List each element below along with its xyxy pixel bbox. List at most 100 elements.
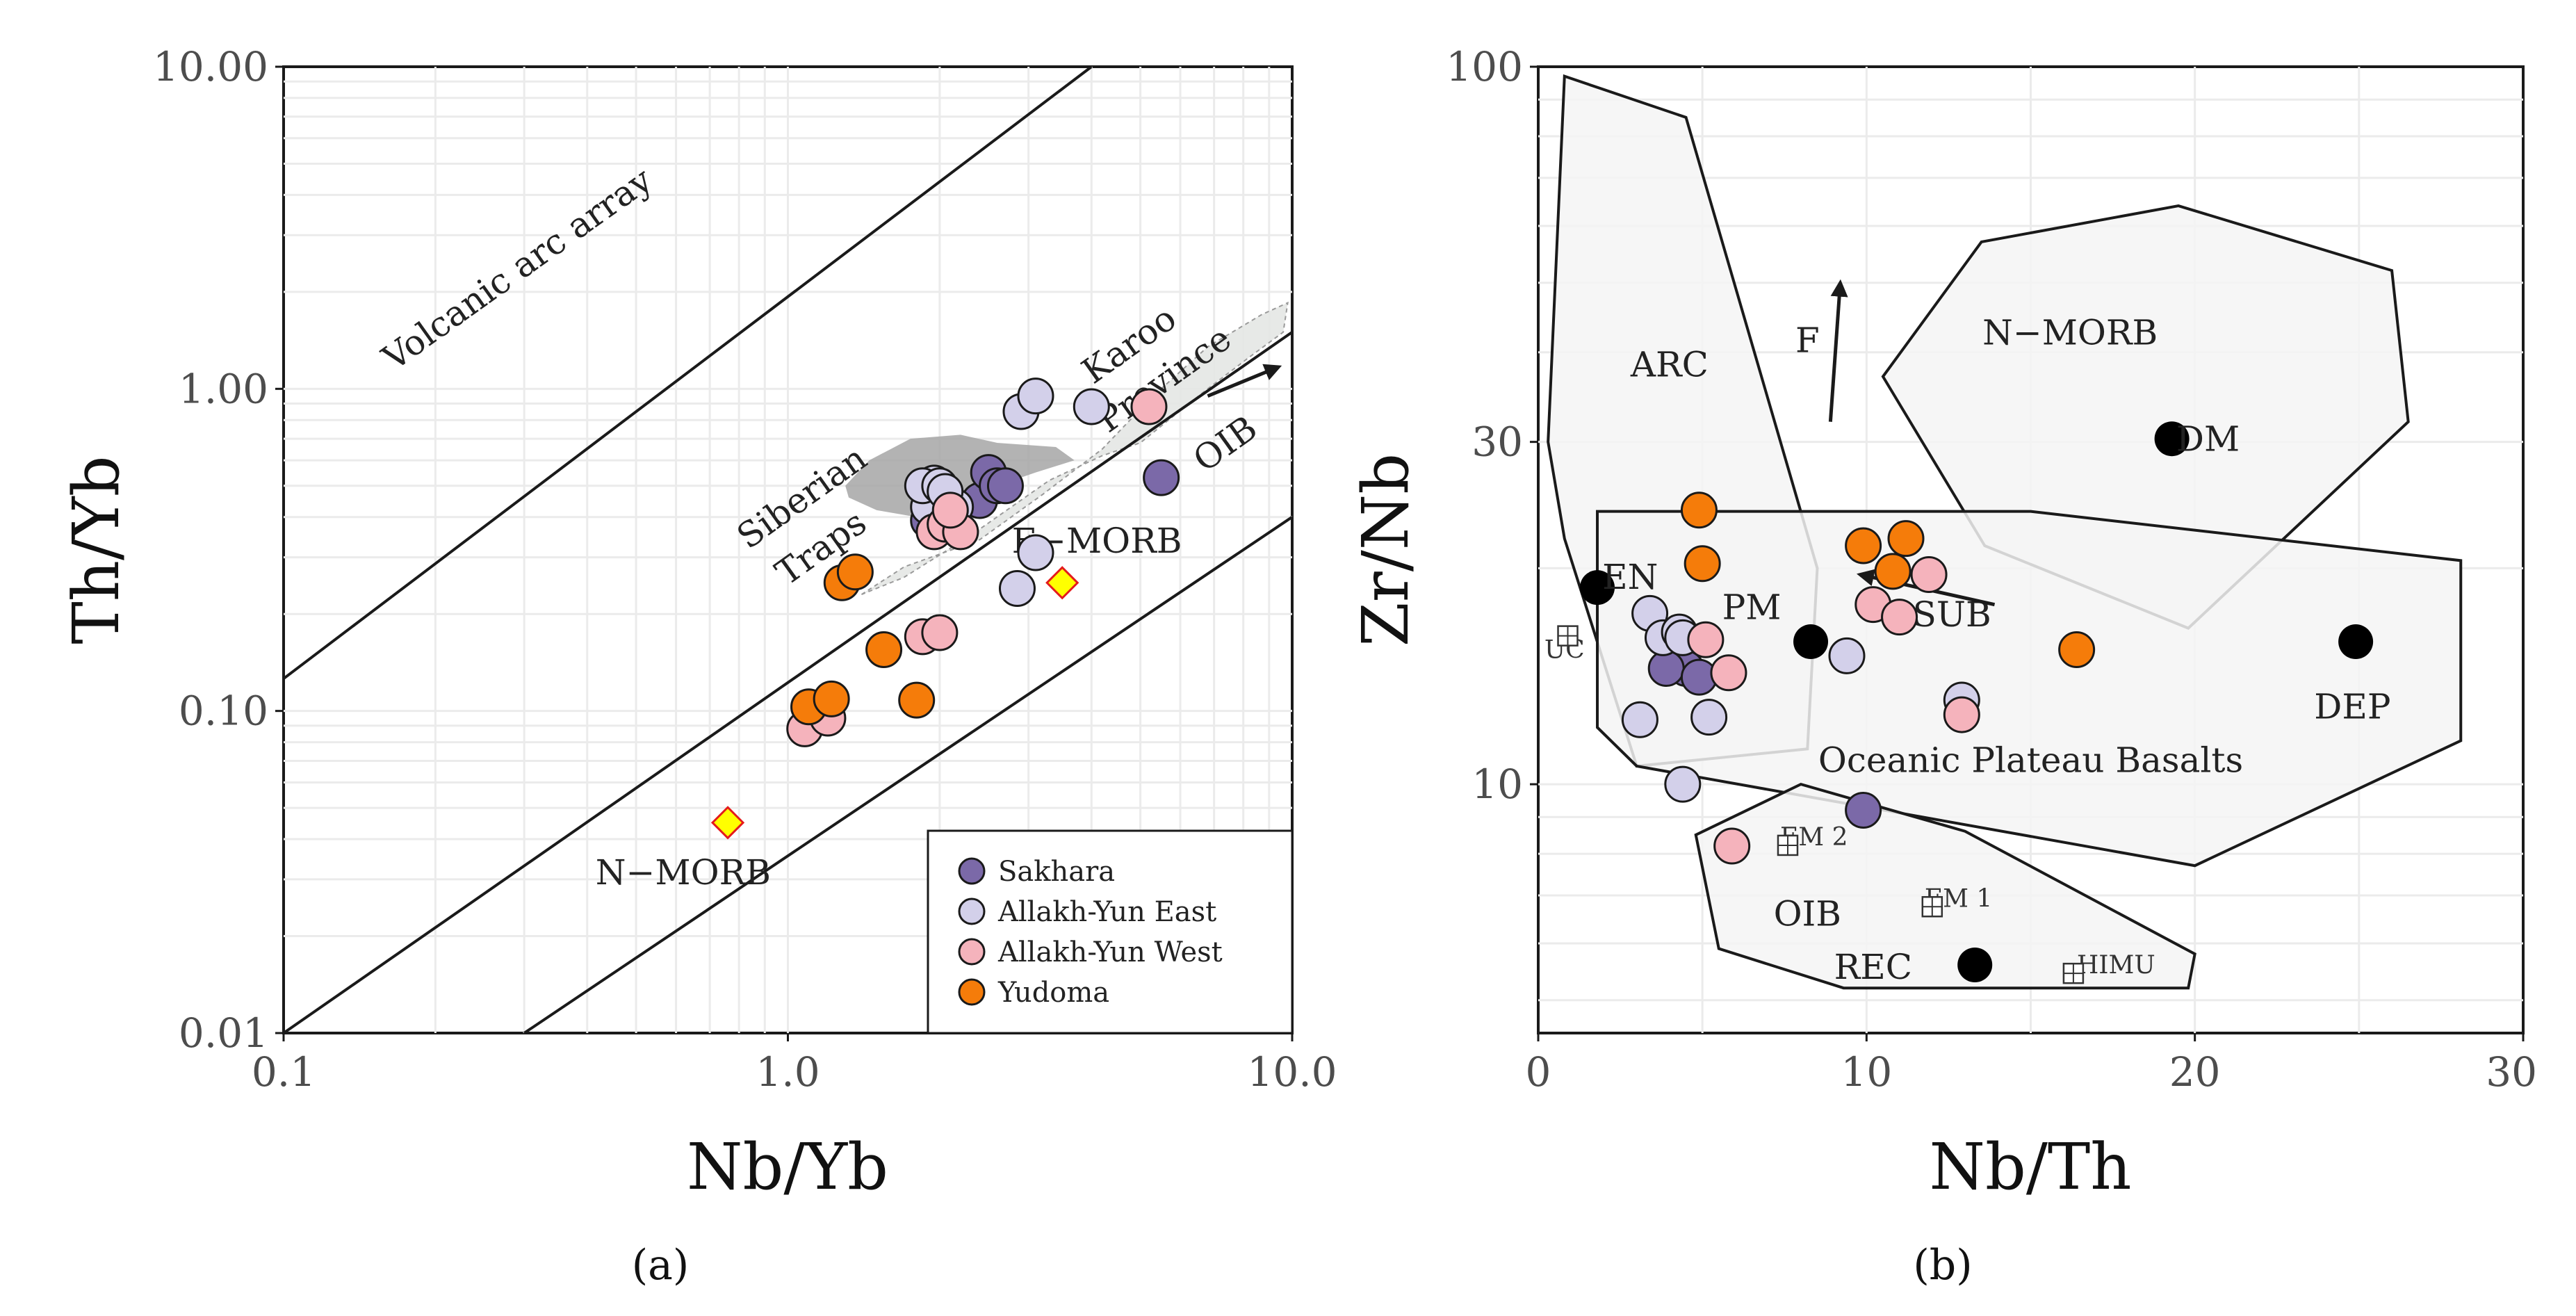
panel-b-caption: (b) (1913, 1241, 1972, 1290)
point-yudoma (1680, 492, 1718, 529)
oib-arrow (1207, 364, 1282, 398)
reference-point-n-morb (710, 806, 745, 840)
legend-label-yudoma: Yudoma (997, 977, 1109, 1009)
point-yudoma (2058, 631, 2096, 669)
annotation-oceanic-plateau-basalts: Oceanic Plateau Basalts (1818, 740, 2243, 781)
panel-b-endmembers: DM EN PM DEP REC (1580, 419, 2391, 987)
point-allakh-yun-west (1910, 555, 1948, 593)
endmember-label-pm: PM (1722, 587, 1782, 628)
point-yudoma (1887, 520, 1925, 558)
legend-box (927, 829, 1294, 1034)
point-sakhara (1845, 791, 1882, 829)
reservoir-em-2 (1777, 834, 1799, 856)
x-tick-label: 10.0 (1247, 1048, 1337, 1096)
panel-b-fields (1547, 74, 2463, 990)
x-tick-label: 30 (2486, 1048, 2537, 1096)
legend-label-allakh-yun-west: Allakh-Yun West (997, 936, 1223, 968)
point-yudoma (865, 631, 903, 668)
annotation-n-morb: N−MORB (1982, 313, 2158, 353)
endmember-label-en: EN (1602, 557, 1658, 597)
legend-swatch-allakh-yun-west (958, 938, 986, 966)
endmember-label-rec: REC (1834, 947, 1912, 987)
x-tick-label: 0.1 (252, 1048, 316, 1096)
point-allakh-yun-west (1130, 388, 1168, 425)
annotation-oib: OIB (1186, 408, 1264, 480)
y-tick-label: 30 (1472, 419, 1523, 466)
legend-label-allakh-yun-east: Allakh-Yun East (997, 896, 1216, 928)
panel-a-xlabel: Nb/Yb (687, 1130, 888, 1204)
point-allakh-yun-west (1881, 599, 1918, 636)
reservoir-uc (1557, 625, 1579, 647)
oib-field (1694, 782, 2196, 990)
panel-b-ylabel: Zr/Nb (1348, 453, 1423, 647)
panel-a-arrows (1207, 364, 1282, 398)
endmember-en (1580, 570, 1615, 606)
annotation-n-morb: N−MORB (596, 852, 771, 893)
y-tick-label: 100 (1446, 43, 1523, 90)
endmember-label-dm: DM (2176, 419, 2240, 460)
annotation-arc: ARC (1630, 345, 1709, 385)
point-sakhara (986, 467, 1024, 505)
reservoir-himu (2062, 962, 2085, 984)
y-tick-label: 0.10 (179, 688, 268, 735)
legend-swatch-yudoma (958, 978, 986, 1006)
reservoir-em-1 (1921, 896, 1943, 918)
point-yudoma (898, 681, 936, 719)
legend-swatch-sakhara (958, 857, 986, 885)
x-tick-label: 1.0 (756, 1048, 820, 1096)
y-tick-label: 10 (1472, 761, 1523, 808)
panel-a-legend: Sakhara Allakh-Yun East Allakh-Yun West Yud… (927, 829, 1294, 1034)
point-yudoma (1845, 527, 1882, 564)
point-allakh-yun-east (1690, 699, 1728, 736)
panel-a-caption: (a) (632, 1241, 690, 1290)
oceanic-plateau-field (1596, 510, 2463, 868)
endmember-rec (1957, 947, 1993, 982)
point-yudoma (1684, 545, 1721, 583)
point-allakh-yun-west (1710, 654, 1747, 692)
y-tick-label: 1.00 (179, 365, 268, 412)
point-allakh-yun-east (1073, 388, 1110, 425)
reference-point-e-morb (1045, 566, 1079, 600)
upper-mantle-array-line (282, 331, 1294, 1034)
panel-a-reference-lines (282, 65, 1294, 1034)
legend-items: Sakhara Allakh-Yun East Allakh-Yun West Yud… (958, 856, 1223, 1009)
point-allakh-yun-west (921, 614, 959, 651)
volcanic-arc-line (282, 65, 1093, 680)
legend-swatch-allakh-yun-east (958, 897, 986, 925)
point-yudoma (1874, 553, 1911, 590)
point-yudoma (813, 680, 850, 717)
endmember-label-dep: DEP (2314, 686, 2390, 726)
panel-b-ticks: 0 10 20 30 10 30 100 (1446, 43, 2537, 1096)
annotation-f: F (1795, 320, 1820, 361)
point-allakh-yun-west (931, 492, 969, 529)
point-allakh-yun-east (1017, 377, 1054, 415)
panel-a-ticks: 0.1 1.0 10.0 0.01 0.10 1.00 10.00 (153, 43, 1337, 1096)
endmember-dm (2154, 421, 2190, 457)
point-allakh-yun-west (1713, 827, 1751, 865)
panel-a-reference-points (710, 566, 1079, 840)
point-yudoma (836, 553, 874, 591)
panel-a-fields (845, 301, 1289, 595)
panel-a-ylabel: Th/Yb (59, 455, 133, 644)
panel-a-data-points (786, 377, 1180, 747)
x-tick-label: 0 (1526, 1048, 1551, 1096)
annotation-oib: OIB (1774, 894, 1842, 934)
f-arrow (1828, 279, 1848, 422)
y-tick-label: 0.01 (179, 1009, 268, 1057)
siberian-traps-field (845, 434, 1075, 517)
panel-b-data-points (1621, 492, 2096, 865)
point-allakh-yun-east (1828, 637, 1866, 674)
panel-a: Volcanic arc array KarooProvinceSiberianT… (59, 43, 1337, 1290)
point-allakh-yun-east (1664, 765, 1702, 803)
point-sakhara (1647, 650, 1685, 688)
point-allakh-yun-west (1943, 696, 1980, 733)
legend-label-sakhara: Sakhara (998, 856, 1115, 888)
point-allakh-yun-west (1687, 621, 1725, 658)
point-allakh-yun-east (1017, 534, 1054, 571)
point-sakhara (1143, 459, 1180, 496)
endmember-dep (2338, 624, 2374, 660)
x-tick-label: 20 (2169, 1048, 2221, 1096)
lower-mantle-array-line (523, 516, 1294, 1034)
